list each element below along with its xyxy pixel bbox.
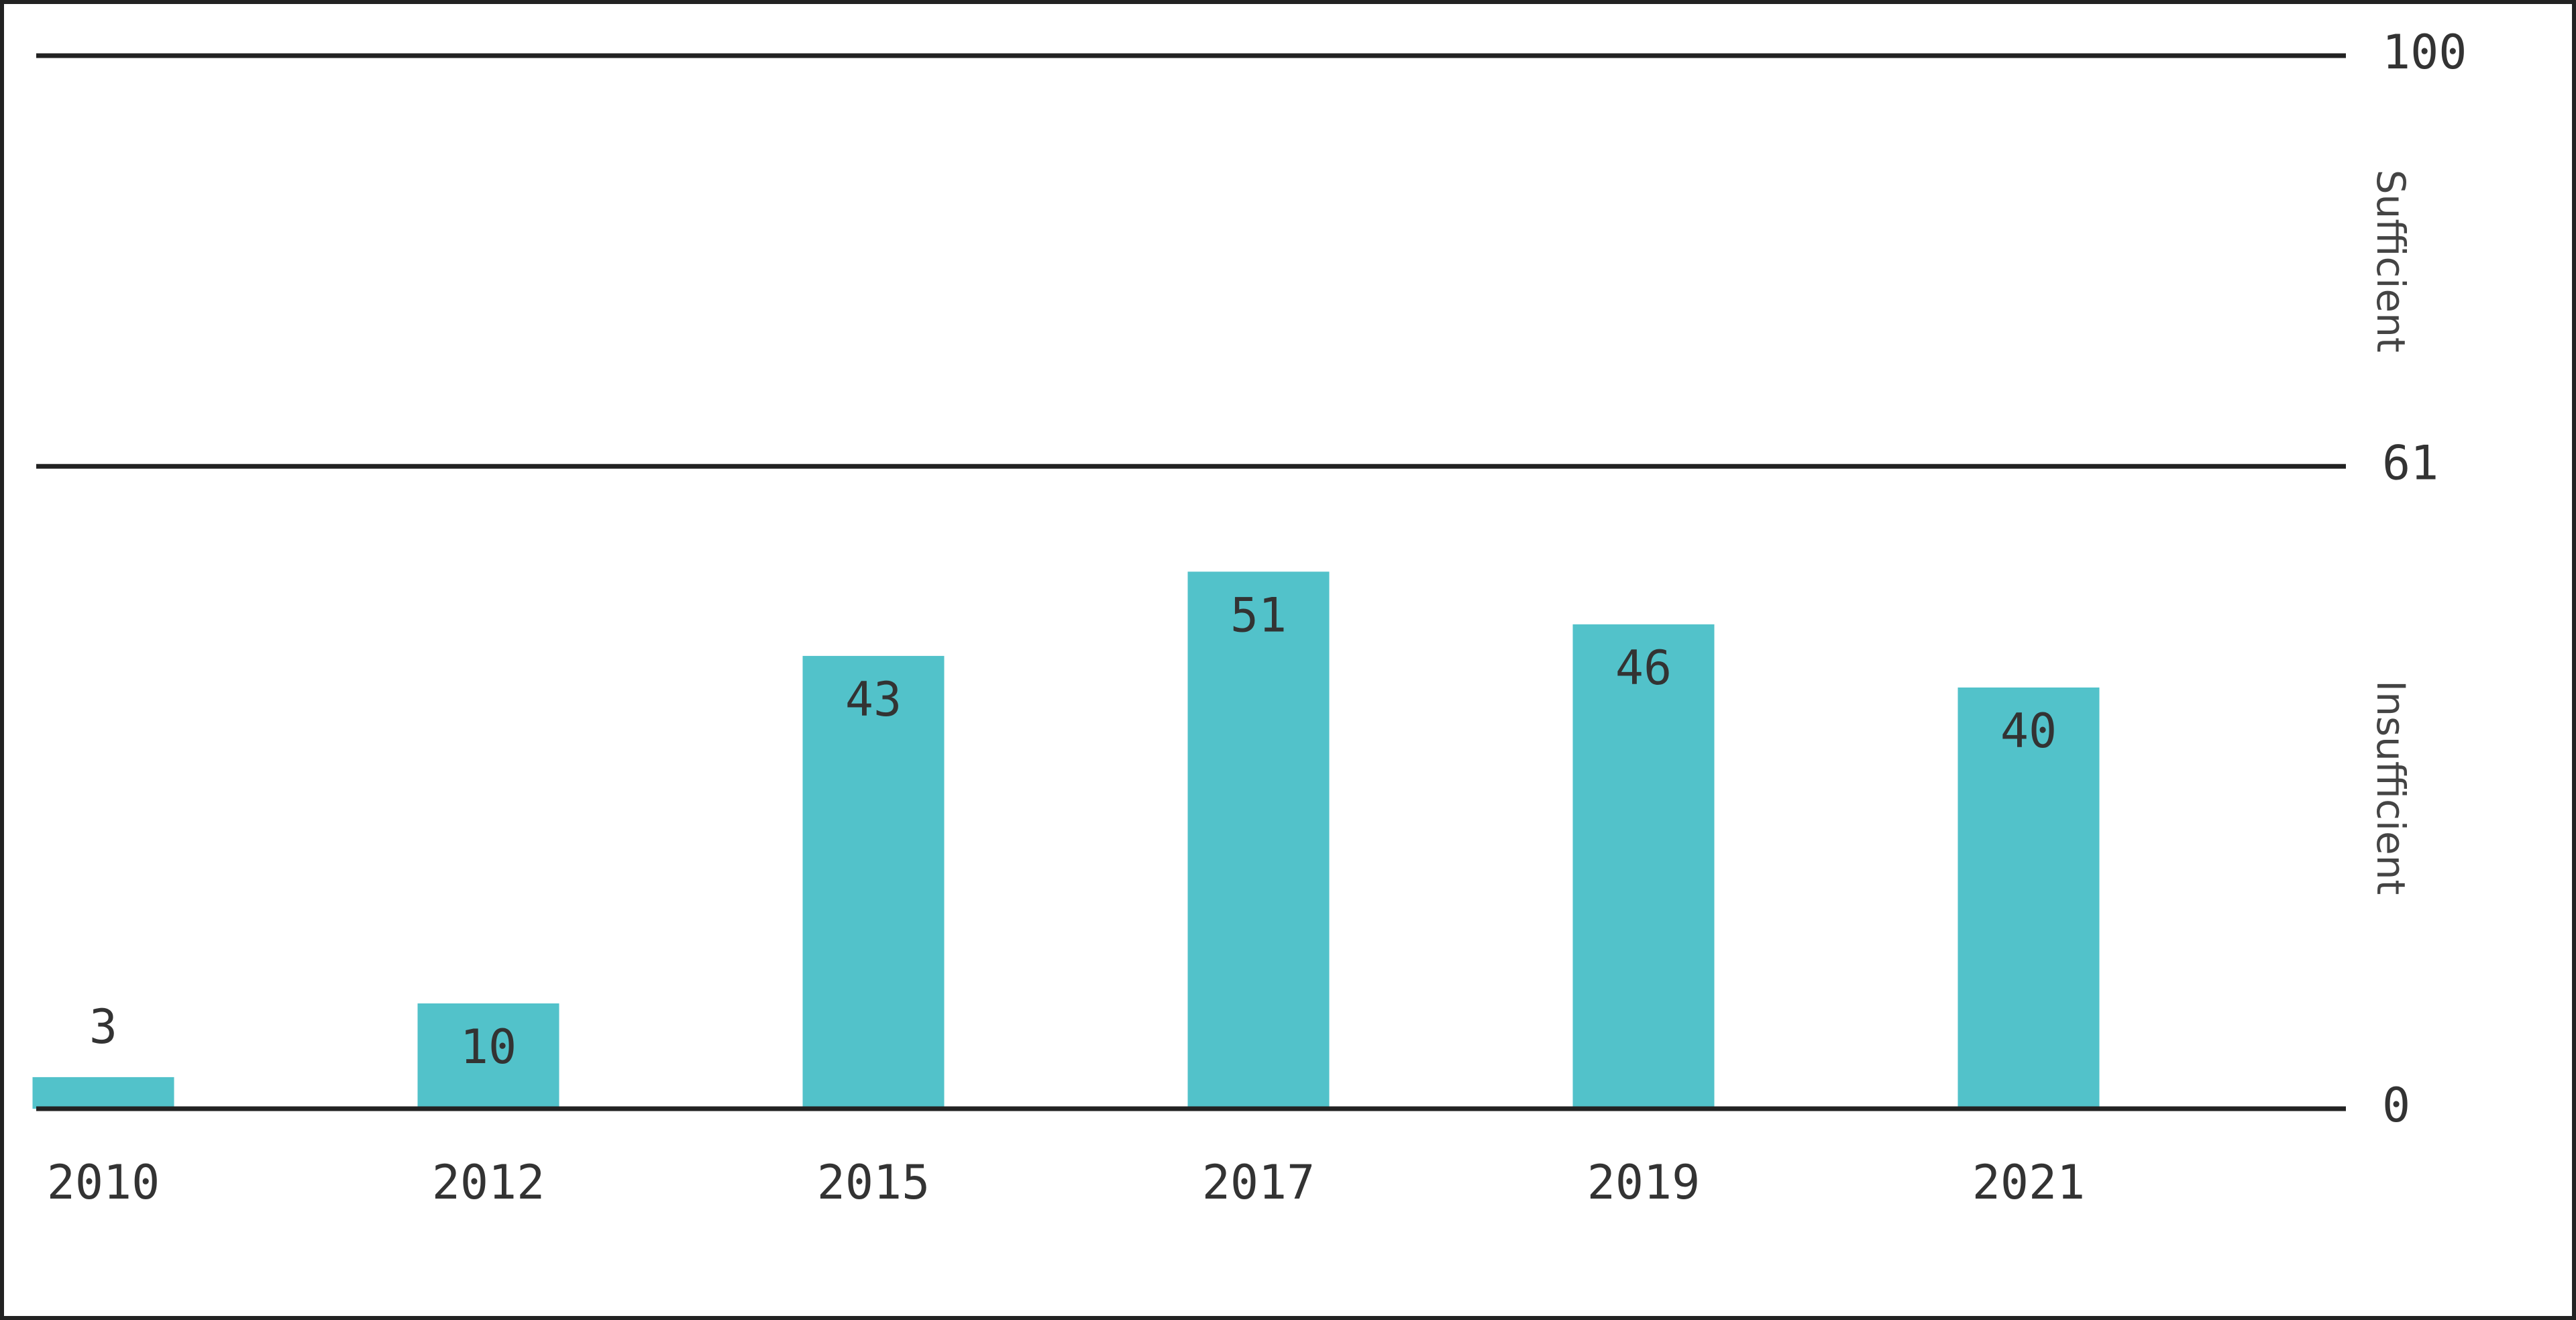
x-tick-label: 2021 <box>1972 1155 2086 1210</box>
data-label: 46 <box>1615 641 1672 696</box>
data-label: 10 <box>460 1020 517 1075</box>
bar <box>1187 571 1330 1109</box>
x-tick-label: 2015 <box>817 1155 930 1210</box>
x-tick-label: 2017 <box>1202 1155 1316 1210</box>
data-label: 43 <box>845 672 902 727</box>
bar <box>802 655 945 1109</box>
x-tick-label: 2012 <box>432 1155 545 1210</box>
data-label: 3 <box>89 999 117 1054</box>
data-label: 51 <box>1230 588 1287 643</box>
y-tick-label: 100 <box>2382 25 2467 80</box>
y-tick-label: 61 <box>2382 435 2438 490</box>
bar <box>1957 688 2100 1109</box>
x-tick-label: 2019 <box>1587 1155 1701 1210</box>
data-label: 40 <box>2000 704 2057 759</box>
bar <box>1572 624 1715 1109</box>
y-tick-label: 0 <box>2382 1078 2410 1133</box>
zone-label: Insufficient <box>2368 680 2414 895</box>
bar <box>417 1003 559 1109</box>
x-tick-label: 2010 <box>47 1155 160 1210</box>
zone-label: Sufficient <box>2368 170 2414 353</box>
bar <box>32 1077 174 1109</box>
